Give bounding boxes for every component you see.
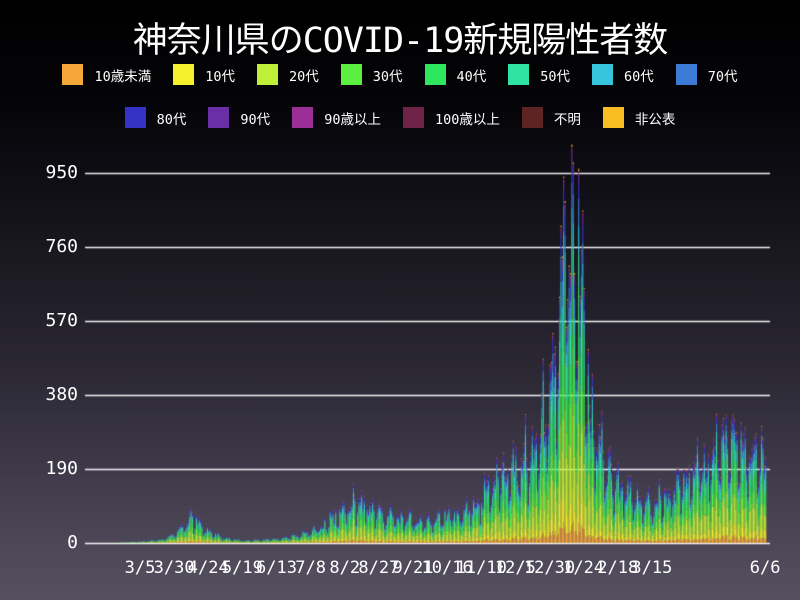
x-axis-tick-label: 1/24	[563, 558, 605, 578]
y-axis-tick-label: 950	[45, 161, 78, 183]
x-axis-tick-label: 9/21	[392, 558, 434, 578]
y-axis-tick-label: 570	[45, 309, 78, 331]
x-axis-tick-label: 10/16	[421, 558, 473, 578]
x-axis-tick-label: 8/2	[329, 558, 361, 578]
x-axis-tick-label: 3/15	[631, 558, 673, 578]
x-axis-tick-label: 8/27	[358, 558, 400, 578]
x-axis-tick-label: 7/8	[295, 558, 326, 578]
y-axis-tick-label: 0	[67, 532, 78, 553]
x-axis-tick-label: 3/5	[124, 558, 156, 578]
x-axis-tick-label: 11/10	[455, 558, 507, 578]
x-axis-tick-label: 6/13	[256, 558, 297, 578]
y-axis-tick-label: 380	[45, 383, 78, 405]
x-axis-tick-label: 12/30	[523, 558, 576, 578]
x-axis-tick-label: 6/6	[749, 558, 781, 578]
x-axis-tick-label: 3/30	[153, 558, 195, 578]
x-axis-tick-label: 5/19	[221, 558, 263, 578]
y-axis-tick-label: 760	[45, 235, 78, 257]
x-axis-tick-label: 12/5	[494, 558, 536, 578]
x-axis-tick-label: 2/18	[597, 558, 639, 578]
y-axis-tick-label: 190	[45, 457, 78, 479]
x-axis-tick-label: 4/24	[187, 558, 229, 578]
